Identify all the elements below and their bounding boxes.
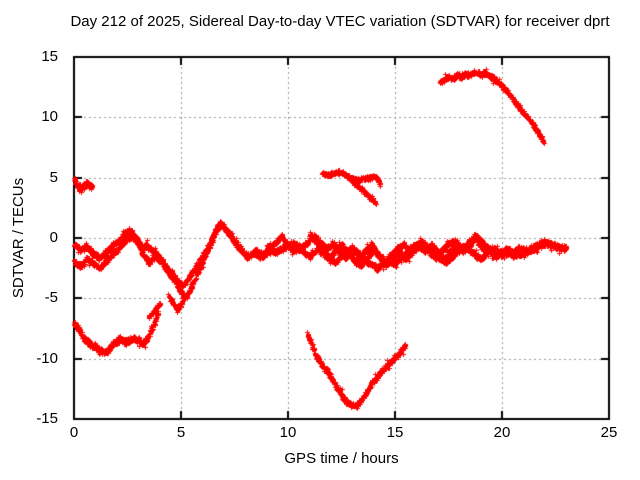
x-tick-label: 10 — [279, 424, 297, 441]
y-tick-label: -10 — [36, 350, 58, 367]
y-tick-label: 5 — [49, 169, 58, 186]
y-tick-label: 0 — [49, 229, 58, 246]
x-tick-label: 20 — [493, 424, 511, 441]
x-tick-label: 5 — [176, 424, 186, 441]
x-tick-label: 15 — [386, 424, 404, 441]
chart-title: Day 212 of 2025, Sidereal Day-to-day VTE… — [70, 13, 610, 30]
x-tick-label: 0 — [69, 424, 79, 441]
y-tick-label: 10 — [41, 108, 58, 125]
y-tick-label: -5 — [44, 289, 58, 306]
y-tick-label: 15 — [41, 48, 58, 65]
y-tick-label: -15 — [36, 410, 58, 427]
x-tick-label: 25 — [600, 424, 618, 441]
x-axis-title: GPS time / hours — [284, 450, 399, 467]
